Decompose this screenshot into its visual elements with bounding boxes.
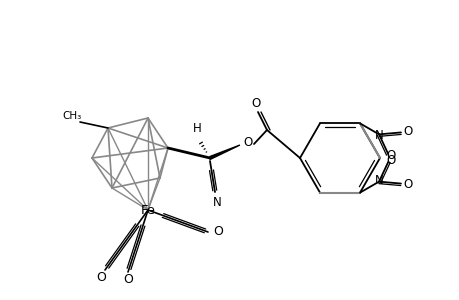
Text: N: N: [374, 129, 383, 142]
Polygon shape: [210, 145, 240, 160]
Text: O: O: [96, 272, 106, 284]
Text: N: N: [374, 174, 383, 187]
Text: O: O: [403, 178, 412, 191]
Text: O: O: [213, 226, 223, 238]
Text: O: O: [403, 125, 412, 138]
Text: O: O: [386, 154, 395, 167]
Text: CH₃: CH₃: [62, 111, 81, 121]
Text: N: N: [212, 196, 221, 209]
Text: Fe: Fe: [140, 203, 155, 217]
Text: O: O: [123, 274, 133, 286]
Text: O: O: [251, 97, 260, 110]
Text: O: O: [386, 149, 395, 162]
Text: H: H: [192, 122, 201, 136]
Text: O: O: [243, 136, 252, 149]
